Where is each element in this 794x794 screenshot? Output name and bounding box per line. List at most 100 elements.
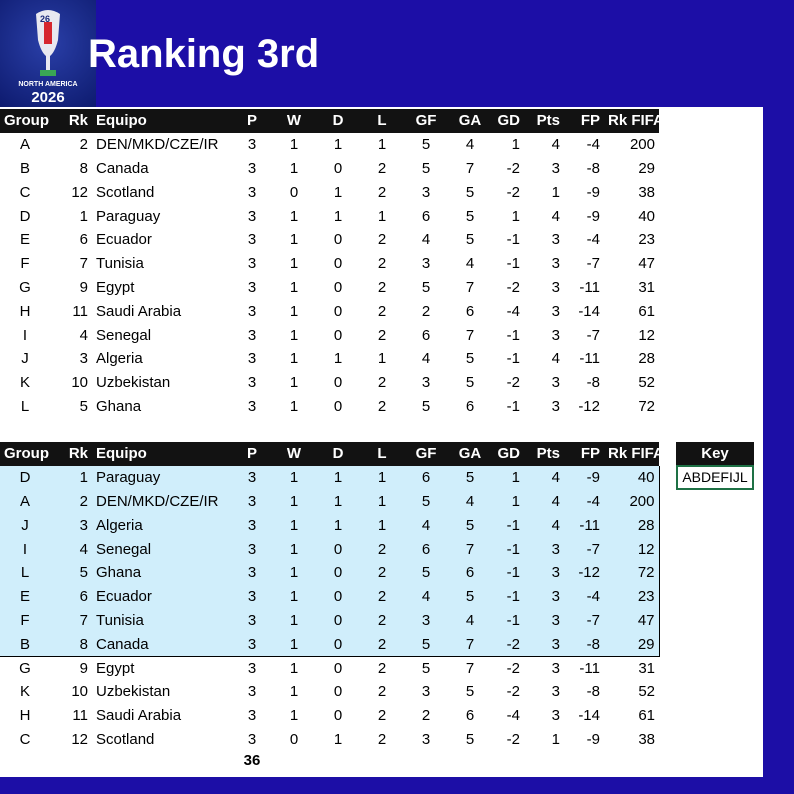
cell: 3 <box>247 136 257 154</box>
column-header: Rk <box>50 442 92 466</box>
table-row: C 12 Scotland 3 0 1 2 3 5 -2 1 -9 38 <box>0 180 659 204</box>
column-header: Group <box>0 442 50 466</box>
table-row: J 3 Algeria 3 1 1 1 4 5 -1 4 -11 28 <box>0 347 659 371</box>
cell: 0 <box>289 183 299 201</box>
cell: -9 <box>586 183 600 201</box>
cell: 1 <box>289 207 299 225</box>
cell: 5 <box>448 584 492 609</box>
cell: 5 <box>421 278 431 296</box>
cell: -11 <box>579 350 600 368</box>
cell: G <box>19 659 31 677</box>
logo-number: 26 <box>40 14 50 24</box>
cell: 2 <box>377 159 387 177</box>
cell: Ecuador <box>96 231 152 249</box>
cell: 4 <box>448 608 492 633</box>
cell: F <box>0 608 50 633</box>
table-row: B 8 Canada 3 1 0 2 5 7 -2 3 -8 29 <box>0 157 659 181</box>
column-header: Equipo <box>92 442 232 466</box>
column-header: Rk <box>50 109 92 133</box>
cell: 5 <box>465 350 475 368</box>
cell: 1 <box>272 584 316 609</box>
cell: 28 <box>604 513 660 538</box>
key-value[interactable]: ABDEFIJL <box>676 465 754 490</box>
cell: 2 <box>377 683 387 701</box>
cell: 2 <box>377 278 387 296</box>
cell: 1 <box>289 659 299 677</box>
logo-region: NORTH AMERICA <box>18 81 77 88</box>
cell: Tunisia <box>92 608 232 633</box>
cell: 1 <box>377 207 387 225</box>
cell: 3 <box>79 350 88 368</box>
cell: 28 <box>638 350 655 368</box>
cell: -8 <box>586 159 600 177</box>
cell: 3 <box>551 231 560 249</box>
cell: 4 <box>524 513 564 538</box>
cell: 3 <box>232 537 272 561</box>
cell: 6 <box>465 302 475 320</box>
cell: 1 <box>289 707 299 725</box>
cell: Uzbekistan <box>96 374 171 392</box>
cell: 2 <box>360 608 404 633</box>
column-header: L <box>360 109 404 133</box>
cell: 5 <box>465 683 475 701</box>
table-row: L 5 Ghana 3 1 0 2 5 6 -1 3 -12 72 <box>0 395 659 419</box>
cell: 0 <box>316 632 360 657</box>
cell: 3 <box>247 183 257 201</box>
column-header: GD <box>492 442 524 466</box>
cell: 2 <box>360 560 404 585</box>
cell: 3 <box>247 397 257 415</box>
cell: 1 <box>272 465 316 490</box>
cell: 4 <box>465 255 475 273</box>
cell: B <box>0 632 50 657</box>
cell: 1 <box>272 513 316 538</box>
cell: 10 <box>71 374 88 392</box>
cell: 3 <box>247 159 257 177</box>
cell: Canada <box>96 159 149 177</box>
cell: -9 <box>564 465 604 490</box>
cell: 3 <box>247 659 257 677</box>
cell: 0 <box>316 584 360 609</box>
cell: 31 <box>638 278 655 296</box>
cell: -2 <box>506 374 520 392</box>
cell: 31 <box>638 659 655 677</box>
cell: 0 <box>333 302 343 320</box>
cell: Tunisia <box>96 255 144 273</box>
column-header: Rk FIFA <box>604 109 659 133</box>
cell: -2 <box>506 683 520 701</box>
cell: B <box>19 159 30 177</box>
cell: 6 <box>404 465 448 490</box>
cell: Canada <box>92 632 232 657</box>
cell: I <box>22 326 28 344</box>
cell: 4 <box>524 465 564 490</box>
cell: 1 <box>272 632 316 657</box>
cell: 1 <box>333 207 343 225</box>
cell: -1 <box>506 350 520 368</box>
cell: -8 <box>586 683 600 701</box>
cell: 0 <box>333 278 343 296</box>
cell: E <box>0 584 50 609</box>
cell: -14 <box>578 707 600 725</box>
cell: 9 <box>79 659 88 677</box>
cell: 61 <box>638 707 655 725</box>
cell: Ghana <box>96 397 142 415</box>
cell: 3 <box>421 683 431 701</box>
cell: 3 <box>247 730 257 748</box>
cell: 3 <box>247 207 257 225</box>
cell: -8 <box>564 632 604 657</box>
cell: -2 <box>506 183 520 201</box>
cell: 2 <box>377 374 387 392</box>
cell: 1 <box>272 560 316 585</box>
cell: 3 <box>421 374 431 392</box>
table-header: Group Rk Equipo P W D L GF GA GD Pts FP Rk FIFA <box>0 109 659 133</box>
cell: F <box>20 255 30 273</box>
cell: 0 <box>333 231 343 249</box>
cell: C <box>19 730 31 748</box>
cell: 5 <box>404 560 448 585</box>
cell: 5 <box>421 136 431 154</box>
cell: Scotland <box>96 183 155 201</box>
table-body: D 1 Paraguay 3 1 1 1 6 5 1 4 -9 40 A 2 DEN/MKD/CZE/IR 3 1… <box>0 465 660 752</box>
cell: 7 <box>448 537 492 561</box>
cell: 1 <box>551 730 560 748</box>
trophy-stripe <box>44 22 52 44</box>
cell: 12 <box>71 730 88 748</box>
